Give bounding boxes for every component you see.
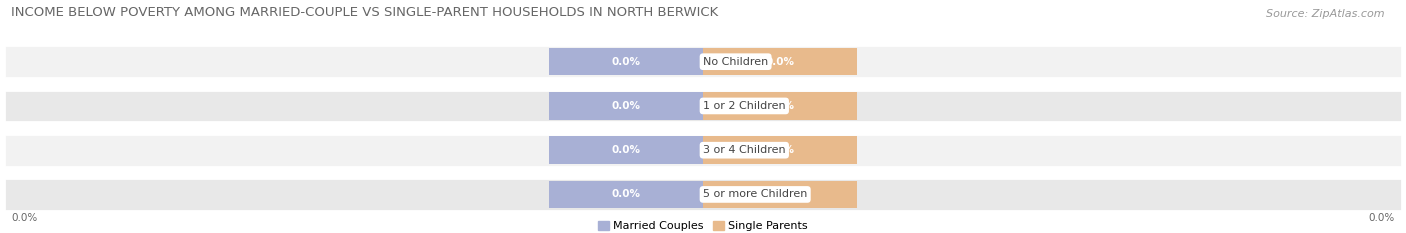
- Bar: [550, 48, 703, 75]
- Bar: [4, 134, 1402, 167]
- Bar: [550, 181, 703, 208]
- Text: 0.0%: 0.0%: [612, 101, 641, 111]
- Text: 0.0%: 0.0%: [612, 145, 641, 155]
- Text: Source: ZipAtlas.com: Source: ZipAtlas.com: [1267, 9, 1385, 19]
- Text: 0.0%: 0.0%: [765, 101, 794, 111]
- Bar: [703, 48, 856, 75]
- Text: 1 or 2 Children: 1 or 2 Children: [703, 101, 786, 111]
- Text: 5 or more Children: 5 or more Children: [703, 189, 807, 199]
- Text: 0.0%: 0.0%: [1368, 213, 1395, 223]
- Bar: [703, 137, 856, 164]
- Text: 0.0%: 0.0%: [612, 189, 641, 199]
- Bar: [703, 92, 856, 120]
- Text: 0.0%: 0.0%: [765, 57, 794, 67]
- Text: 0.0%: 0.0%: [765, 145, 794, 155]
- Text: 0.0%: 0.0%: [11, 213, 38, 223]
- Bar: [550, 137, 703, 164]
- Text: No Children: No Children: [703, 57, 768, 67]
- Bar: [4, 89, 1402, 122]
- Text: 0.0%: 0.0%: [612, 57, 641, 67]
- Bar: [4, 178, 1402, 211]
- Bar: [4, 45, 1402, 78]
- Bar: [550, 92, 703, 120]
- Bar: [703, 181, 856, 208]
- Text: 3 or 4 Children: 3 or 4 Children: [703, 145, 786, 155]
- Text: 0.0%: 0.0%: [765, 189, 794, 199]
- Text: INCOME BELOW POVERTY AMONG MARRIED-COUPLE VS SINGLE-PARENT HOUSEHOLDS IN NORTH B: INCOME BELOW POVERTY AMONG MARRIED-COUPL…: [11, 6, 718, 19]
- Legend: Married Couples, Single Parents: Married Couples, Single Parents: [598, 221, 808, 231]
